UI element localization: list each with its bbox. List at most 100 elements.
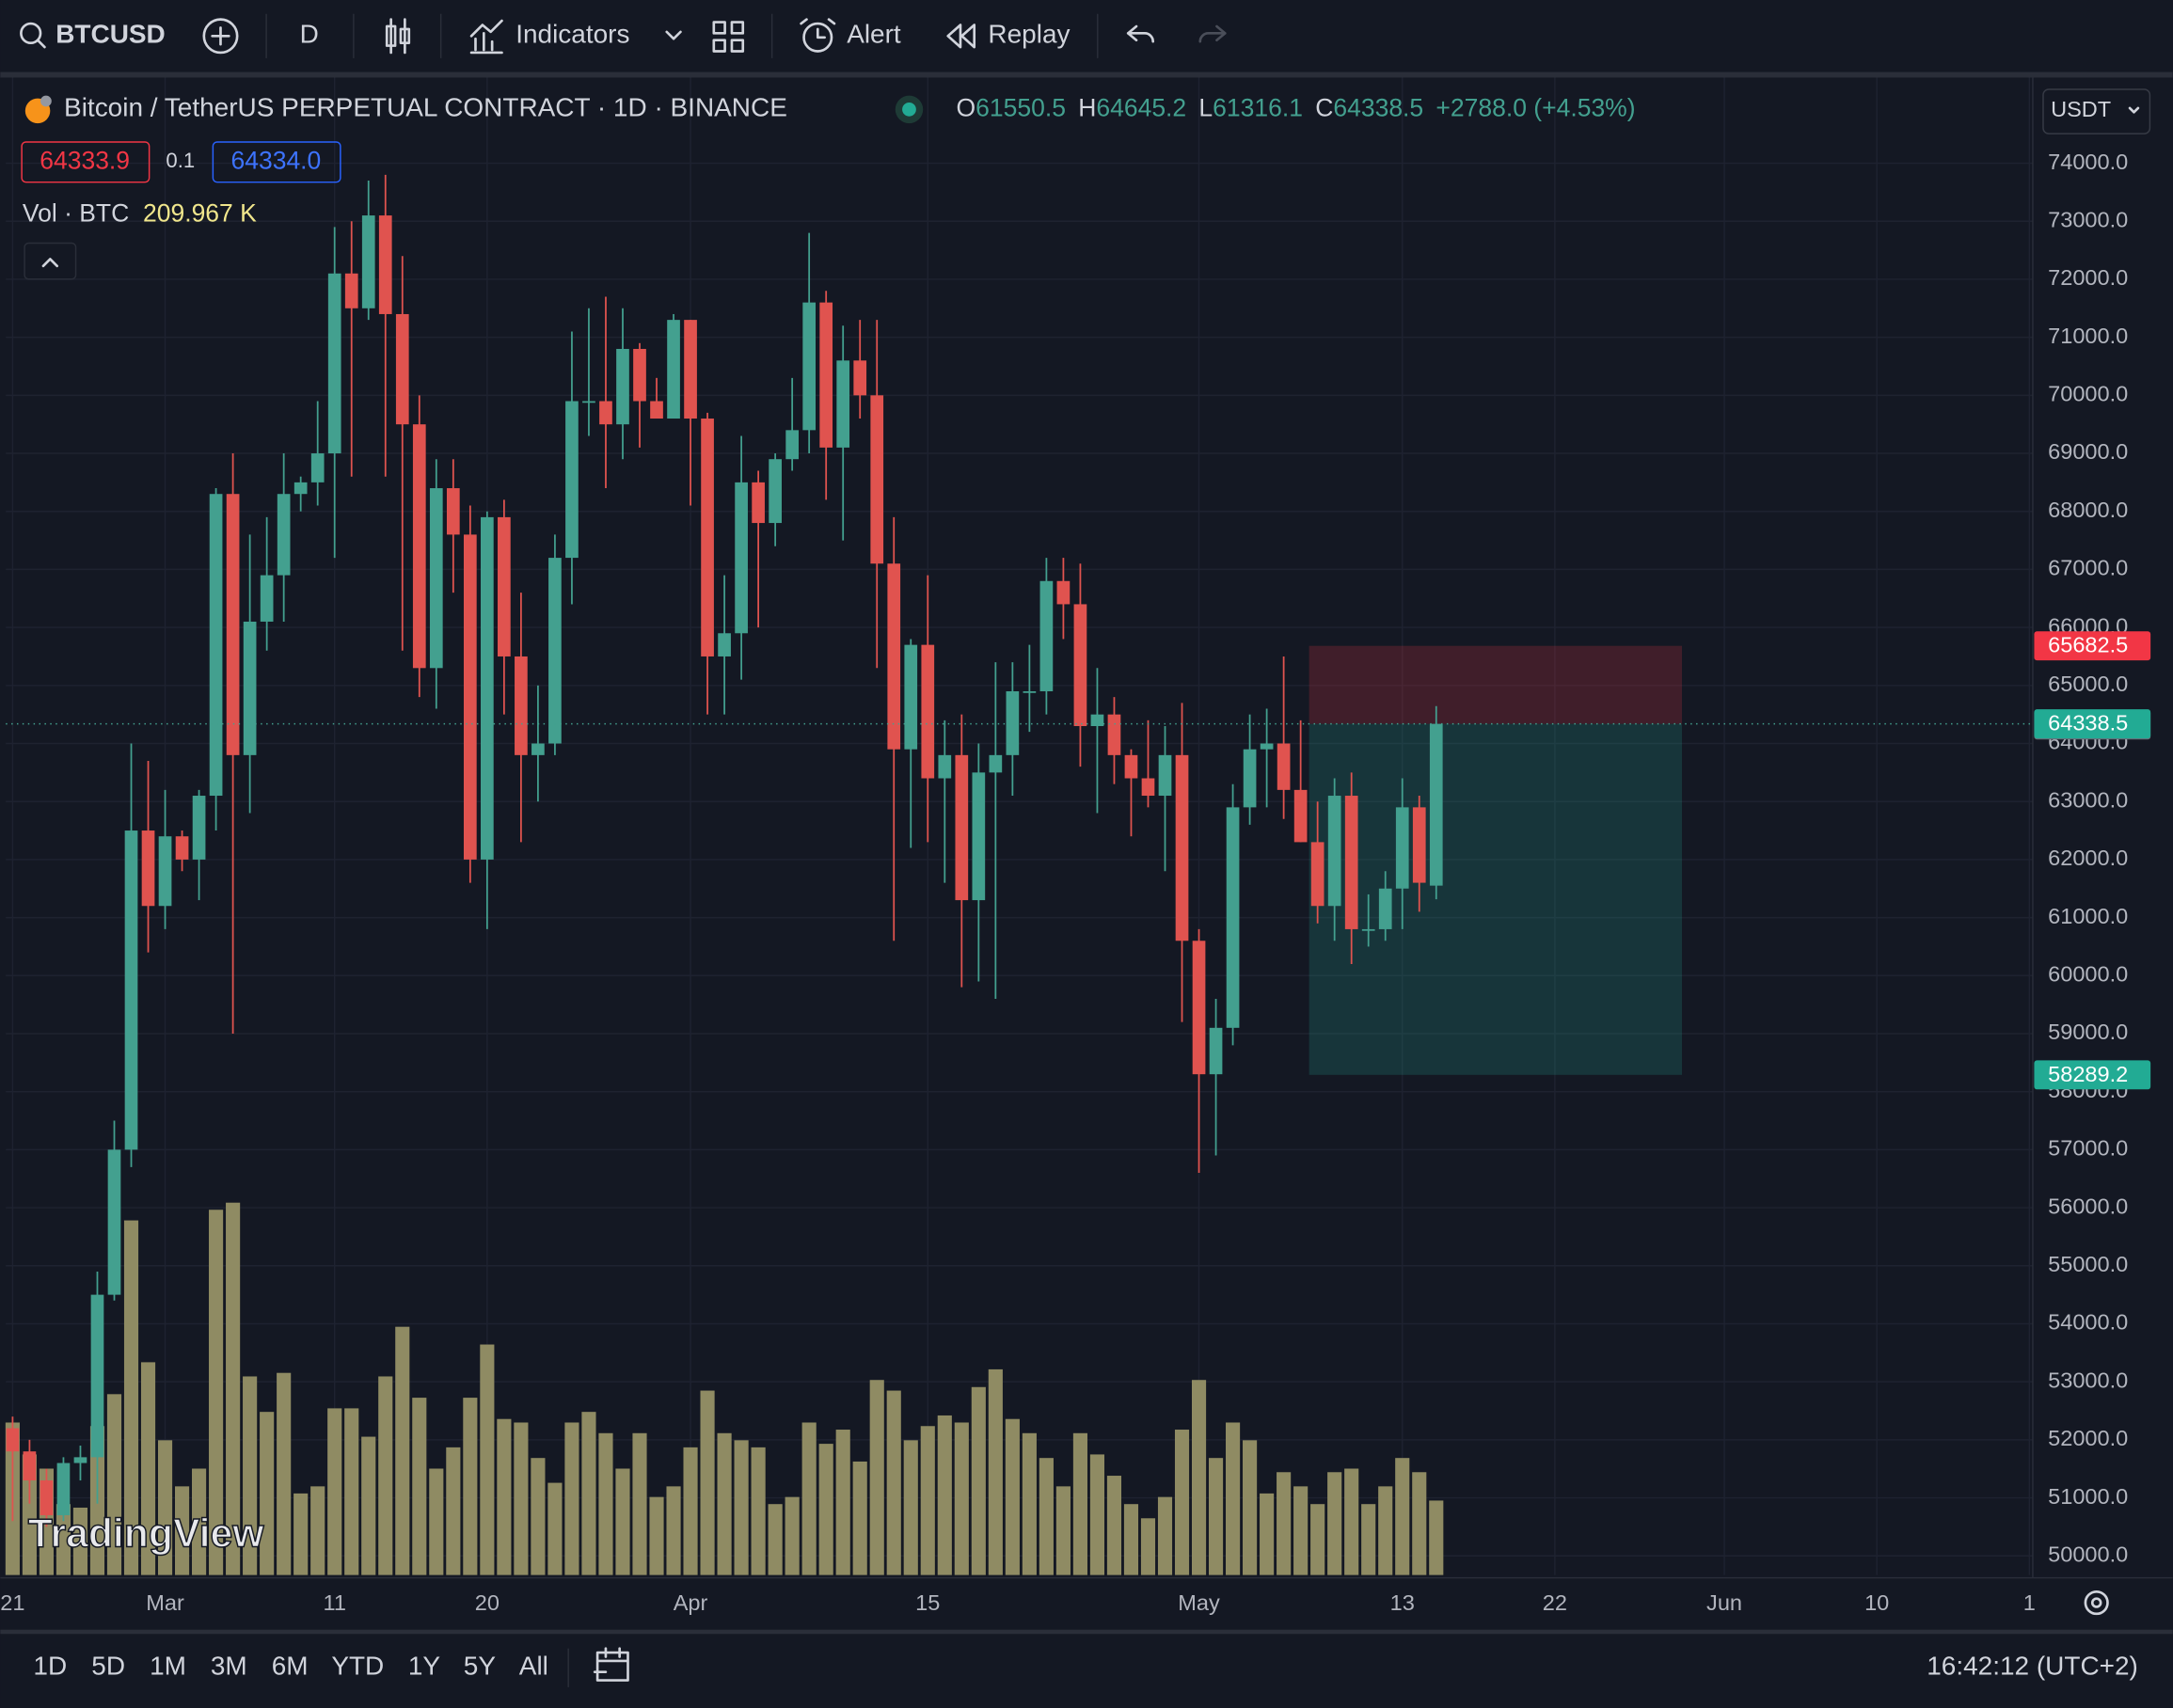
candle-body bbox=[56, 1463, 71, 1516]
range-button[interactable]: YTD bbox=[331, 1652, 384, 1681]
y-tick-label: 50000.0 bbox=[2048, 1542, 2128, 1566]
alert-button[interactable]: Alert bbox=[847, 20, 901, 49]
x-tick-label: Apr bbox=[674, 1590, 708, 1615]
settings-icon[interactable] bbox=[2084, 1589, 2109, 1616]
candle-body bbox=[769, 459, 782, 524]
volume-bar bbox=[1243, 1440, 1258, 1575]
buy-button[interactable] bbox=[212, 141, 341, 183]
volume-bar bbox=[463, 1398, 478, 1575]
candle-body bbox=[260, 575, 274, 622]
candle-body bbox=[1175, 754, 1189, 941]
redo-button[interactable] bbox=[1198, 24, 1227, 43]
symbol[interactable]: BTCUSD bbox=[56, 20, 166, 49]
range-button[interactable]: 1D bbox=[33, 1652, 67, 1681]
search-icon[interactable] bbox=[20, 22, 42, 44]
candle-body bbox=[1107, 714, 1121, 755]
ask-price: 64334.0 bbox=[230, 146, 321, 174]
y-tick-label: 72000.0 bbox=[2048, 265, 2128, 290]
candle-body bbox=[107, 1149, 121, 1295]
volume-bar bbox=[1378, 1486, 1393, 1575]
candle-body bbox=[599, 401, 612, 425]
y-tick-label: 61000.0 bbox=[2048, 904, 2128, 928]
range-button[interactable]: 5D bbox=[91, 1652, 125, 1681]
candle-body bbox=[293, 482, 308, 495]
undo-button[interactable] bbox=[1126, 24, 1155, 43]
risk-zone bbox=[1309, 645, 1683, 724]
volume-bar bbox=[903, 1440, 918, 1575]
separator bbox=[0, 71, 2173, 78]
range-button[interactable]: 6M bbox=[272, 1652, 309, 1681]
candle-body bbox=[1039, 580, 1054, 691]
volume-bar bbox=[1395, 1458, 1410, 1575]
candle-body bbox=[904, 644, 918, 750]
toolbar bbox=[0, 0, 2173, 72]
candle-body bbox=[1361, 928, 1375, 931]
chart-type-button[interactable] bbox=[385, 18, 411, 55]
volume-bar bbox=[581, 1412, 596, 1575]
volume-bar bbox=[785, 1496, 800, 1575]
candle-body bbox=[209, 494, 223, 797]
price-tag bbox=[2034, 709, 2151, 739]
range-button[interactable]: 1Y bbox=[408, 1652, 441, 1681]
x-tick-label: Mar bbox=[146, 1590, 184, 1615]
volume-bar bbox=[547, 1482, 563, 1575]
candle-body bbox=[701, 419, 714, 656]
volume-bar bbox=[531, 1458, 546, 1575]
volume-bar bbox=[1123, 1504, 1139, 1575]
ohlc-legend: O61550.5 H64645.2 L61316.1 C64338.5 +2788.0 … bbox=[957, 93, 1636, 121]
collapse-button[interactable] bbox=[24, 242, 77, 280]
volume-bar bbox=[260, 1412, 275, 1575]
price-tag bbox=[2034, 631, 2151, 661]
range-button[interactable]: All bbox=[519, 1652, 548, 1681]
coin-icon bbox=[40, 95, 52, 107]
range-button[interactable]: 5Y bbox=[464, 1652, 497, 1681]
add-symbol-button[interactable] bbox=[202, 18, 239, 55]
x-tick-label: 10 bbox=[1864, 1590, 1889, 1615]
sell-button[interactable] bbox=[21, 141, 151, 183]
volume-bar bbox=[1106, 1476, 1122, 1575]
volume-bar bbox=[564, 1422, 579, 1575]
y-tick-label: 69000.0 bbox=[2048, 439, 2128, 464]
currency-select[interactable] bbox=[2042, 88, 2151, 134]
y-tick-label: 51000.0 bbox=[2048, 1484, 2128, 1509]
range-button[interactable]: 1M bbox=[150, 1652, 186, 1681]
volume-bar bbox=[886, 1390, 901, 1575]
volume-bar bbox=[920, 1426, 935, 1575]
currency: USDT bbox=[2051, 97, 2111, 121]
goto-date-button[interactable] bbox=[593, 1647, 629, 1682]
volume-bar bbox=[649, 1496, 664, 1575]
volume-bar bbox=[192, 1468, 207, 1575]
candle-body bbox=[1056, 580, 1071, 605]
candle-body bbox=[463, 534, 477, 860]
candle-body bbox=[921, 644, 935, 779]
volume-bar bbox=[700, 1390, 715, 1575]
value: 61550.5 bbox=[975, 93, 1066, 121]
candle-body bbox=[1429, 723, 1443, 886]
volume-bar bbox=[598, 1432, 613, 1575]
replay-button[interactable]: Replay bbox=[988, 20, 1070, 49]
volume-bar bbox=[106, 1394, 122, 1575]
x-tick-label: 13 bbox=[1390, 1590, 1415, 1615]
volume-bar bbox=[717, 1432, 732, 1575]
market-status bbox=[902, 102, 916, 117]
candle-body bbox=[40, 1480, 54, 1516]
candle-body bbox=[836, 360, 850, 448]
layout-button[interactable] bbox=[712, 21, 745, 53]
candle-body bbox=[616, 348, 629, 425]
indicators-button[interactable]: Indicators bbox=[515, 20, 629, 49]
interval-button[interactable]: D bbox=[300, 20, 319, 49]
candle-body bbox=[481, 516, 494, 860]
y-tick-label: 60000.0 bbox=[2048, 962, 2128, 987]
candle-body bbox=[887, 563, 901, 750]
settings-icon bbox=[2090, 1597, 2102, 1608]
volume-bar bbox=[226, 1202, 241, 1575]
candle-body bbox=[1023, 690, 1037, 693]
range-button[interactable]: 3M bbox=[211, 1652, 247, 1681]
volume-bar bbox=[615, 1468, 630, 1575]
volume-bar bbox=[869, 1380, 884, 1575]
candle-body bbox=[344, 273, 358, 308]
dropdown-icon[interactable] bbox=[665, 30, 682, 40]
y-tick-label: 65000.0 bbox=[2048, 672, 2128, 696]
